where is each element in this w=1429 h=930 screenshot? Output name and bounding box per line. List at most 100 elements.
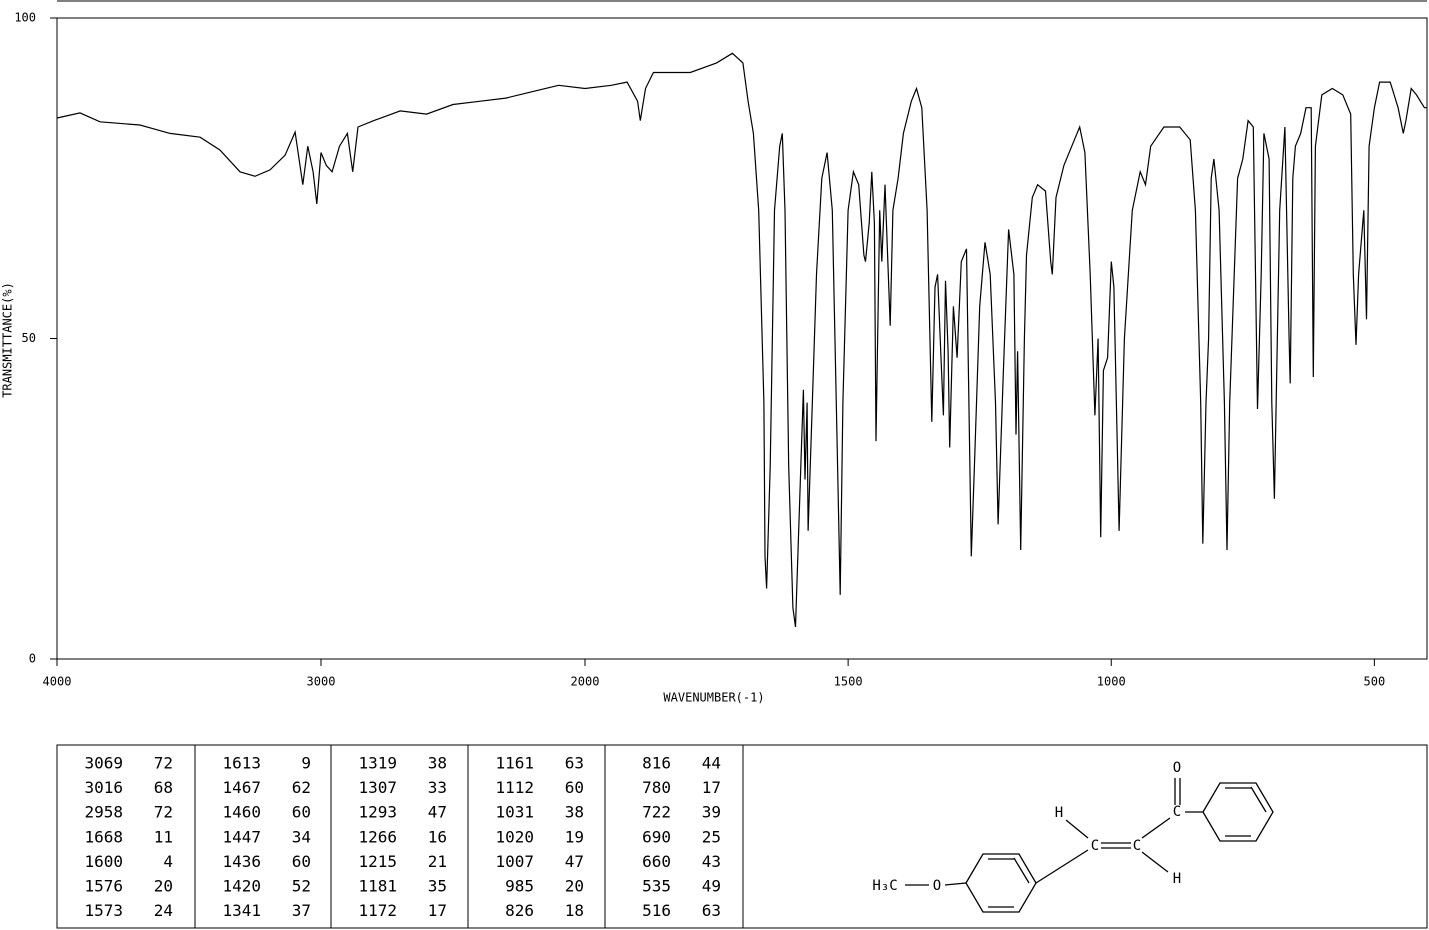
peak-wavenumber: 816 xyxy=(642,754,671,773)
ring-bond xyxy=(1013,857,1030,884)
peak-transmittance: 44 xyxy=(702,754,721,773)
peak-wavenumber: 1460 xyxy=(222,803,261,822)
x-axis-label: WAVENUMBER(-1) xyxy=(663,691,764,705)
peak-wavenumber: 516 xyxy=(642,901,671,920)
peak-wavenumber: 1020 xyxy=(495,827,534,846)
x-tick-label: 3000 xyxy=(307,675,336,689)
x-tick-label: 4000 xyxy=(43,675,72,689)
y-tick-label: 50 xyxy=(22,331,36,345)
table-dividers xyxy=(194,745,744,928)
peak-wavenumber: 1161 xyxy=(495,754,534,773)
peak-wavenumber: 1215 xyxy=(358,852,397,871)
peak-transmittance: 47 xyxy=(565,852,584,871)
peak-wavenumber: 1007 xyxy=(495,852,534,871)
peak-wavenumber: 1307 xyxy=(358,778,397,797)
peak-wavenumber: 1613 xyxy=(222,754,261,773)
peak-transmittance: 38 xyxy=(428,754,447,773)
peak-transmittance: 17 xyxy=(702,778,721,797)
peak-wavenumber: 3069 xyxy=(84,754,123,773)
peak-transmittance: 21 xyxy=(428,852,447,871)
ring-bond xyxy=(1250,786,1267,813)
atom: C xyxy=(1091,838,1099,854)
peak-wavenumber: 1266 xyxy=(358,827,397,846)
peak-transmittance: 39 xyxy=(702,803,721,822)
peak-wavenumber: 1576 xyxy=(84,877,123,896)
peak-wavenumber: 1181 xyxy=(358,877,397,896)
peak-wavenumber: 3016 xyxy=(84,778,123,797)
peak-transmittance: 72 xyxy=(154,803,173,822)
peak-transmittance: 47 xyxy=(428,803,447,822)
peak-transmittance: 60 xyxy=(292,852,311,871)
peak-transmittance: 60 xyxy=(292,803,311,822)
peak-wavenumber: 1172 xyxy=(358,901,397,920)
peak-wavenumber: 780 xyxy=(642,778,671,797)
peak-transmittance: 11 xyxy=(154,827,173,846)
peak-transmittance: 4 xyxy=(163,852,173,871)
peak-wavenumber: 722 xyxy=(642,803,671,822)
y-tick-label: 0 xyxy=(29,652,36,666)
ring-right xyxy=(1202,782,1274,842)
atom: H xyxy=(1173,871,1181,887)
bond xyxy=(944,882,967,886)
peak-transmittance: 20 xyxy=(154,877,173,896)
peak-wavenumber: 2958 xyxy=(84,803,123,822)
peak-transmittance: 33 xyxy=(428,778,447,797)
y-tick-label: 100 xyxy=(14,11,36,25)
peak-transmittance: 49 xyxy=(702,877,721,896)
peak-transmittance: 16 xyxy=(428,827,447,846)
peak-transmittance: 37 xyxy=(292,901,311,920)
peak-wavenumber: 1293 xyxy=(358,803,397,822)
peak-wavenumber: 1447 xyxy=(222,827,261,846)
atom: O xyxy=(1173,760,1181,776)
peak-transmittance: 68 xyxy=(154,778,173,797)
peak-wavenumber: 660 xyxy=(642,852,671,871)
atom: O xyxy=(933,878,941,894)
peak-transmittance: 19 xyxy=(565,827,584,846)
peak-table: 3069 72 3016 68 2958 72 1668 11 1600 4 1576 20 1573 2… xyxy=(84,754,721,921)
atom: H₃C xyxy=(872,878,897,894)
peak-transmittance: 34 xyxy=(292,827,311,846)
peak-wavenumber: 1031 xyxy=(495,803,534,822)
x-tick-label: 1000 xyxy=(1097,675,1126,689)
ring-left xyxy=(965,853,1037,913)
peak-transmittance: 38 xyxy=(565,803,584,822)
peak-transmittance: 9 xyxy=(301,754,311,773)
atom: C xyxy=(1173,804,1181,820)
peak-wavenumber: 1341 xyxy=(222,901,261,920)
peak-wavenumber: 1420 xyxy=(222,877,261,896)
structure: O C H C C H H₃C O xyxy=(872,760,1274,913)
atom: C xyxy=(1133,838,1141,854)
peak-transmittance: 43 xyxy=(702,852,721,871)
x-tick-label: 2000 xyxy=(571,675,600,689)
spectrum-line xyxy=(56,52,1427,628)
peak-wavenumber: 826 xyxy=(505,901,534,920)
peak-wavenumber: 1319 xyxy=(358,754,397,773)
bond xyxy=(1141,851,1169,873)
peak-transmittance: 63 xyxy=(702,901,721,920)
x-tick-label: 1500 xyxy=(834,675,863,689)
peak-transmittance: 24 xyxy=(154,901,173,920)
peak-transmittance: 60 xyxy=(565,778,584,797)
bond xyxy=(1035,849,1089,884)
x-tick-label: 500 xyxy=(1364,675,1386,689)
peak-transmittance: 63 xyxy=(565,754,584,773)
peak-transmittance: 17 xyxy=(428,901,447,920)
peak-wavenumber: 1436 xyxy=(222,852,261,871)
peak-wavenumber: 985 xyxy=(505,877,534,896)
peak-wavenumber: 1600 xyxy=(84,852,123,871)
peak-transmittance: 72 xyxy=(154,754,173,773)
peak-wavenumber: 1668 xyxy=(84,827,123,846)
peak-transmittance: 62 xyxy=(292,778,311,797)
bond xyxy=(1065,819,1089,839)
peak-transmittance: 18 xyxy=(565,901,584,920)
peak-transmittance: 25 xyxy=(702,827,721,846)
atom: H xyxy=(1055,805,1063,821)
peak-wavenumber: 1112 xyxy=(495,778,534,797)
bond xyxy=(1141,817,1171,839)
peak-transmittance: 20 xyxy=(565,877,584,896)
peak-transmittance: 52 xyxy=(292,877,311,896)
peak-wavenumber: 535 xyxy=(642,877,671,896)
peak-wavenumber: 690 xyxy=(642,827,671,846)
peak-wavenumber: 1467 xyxy=(222,778,261,797)
